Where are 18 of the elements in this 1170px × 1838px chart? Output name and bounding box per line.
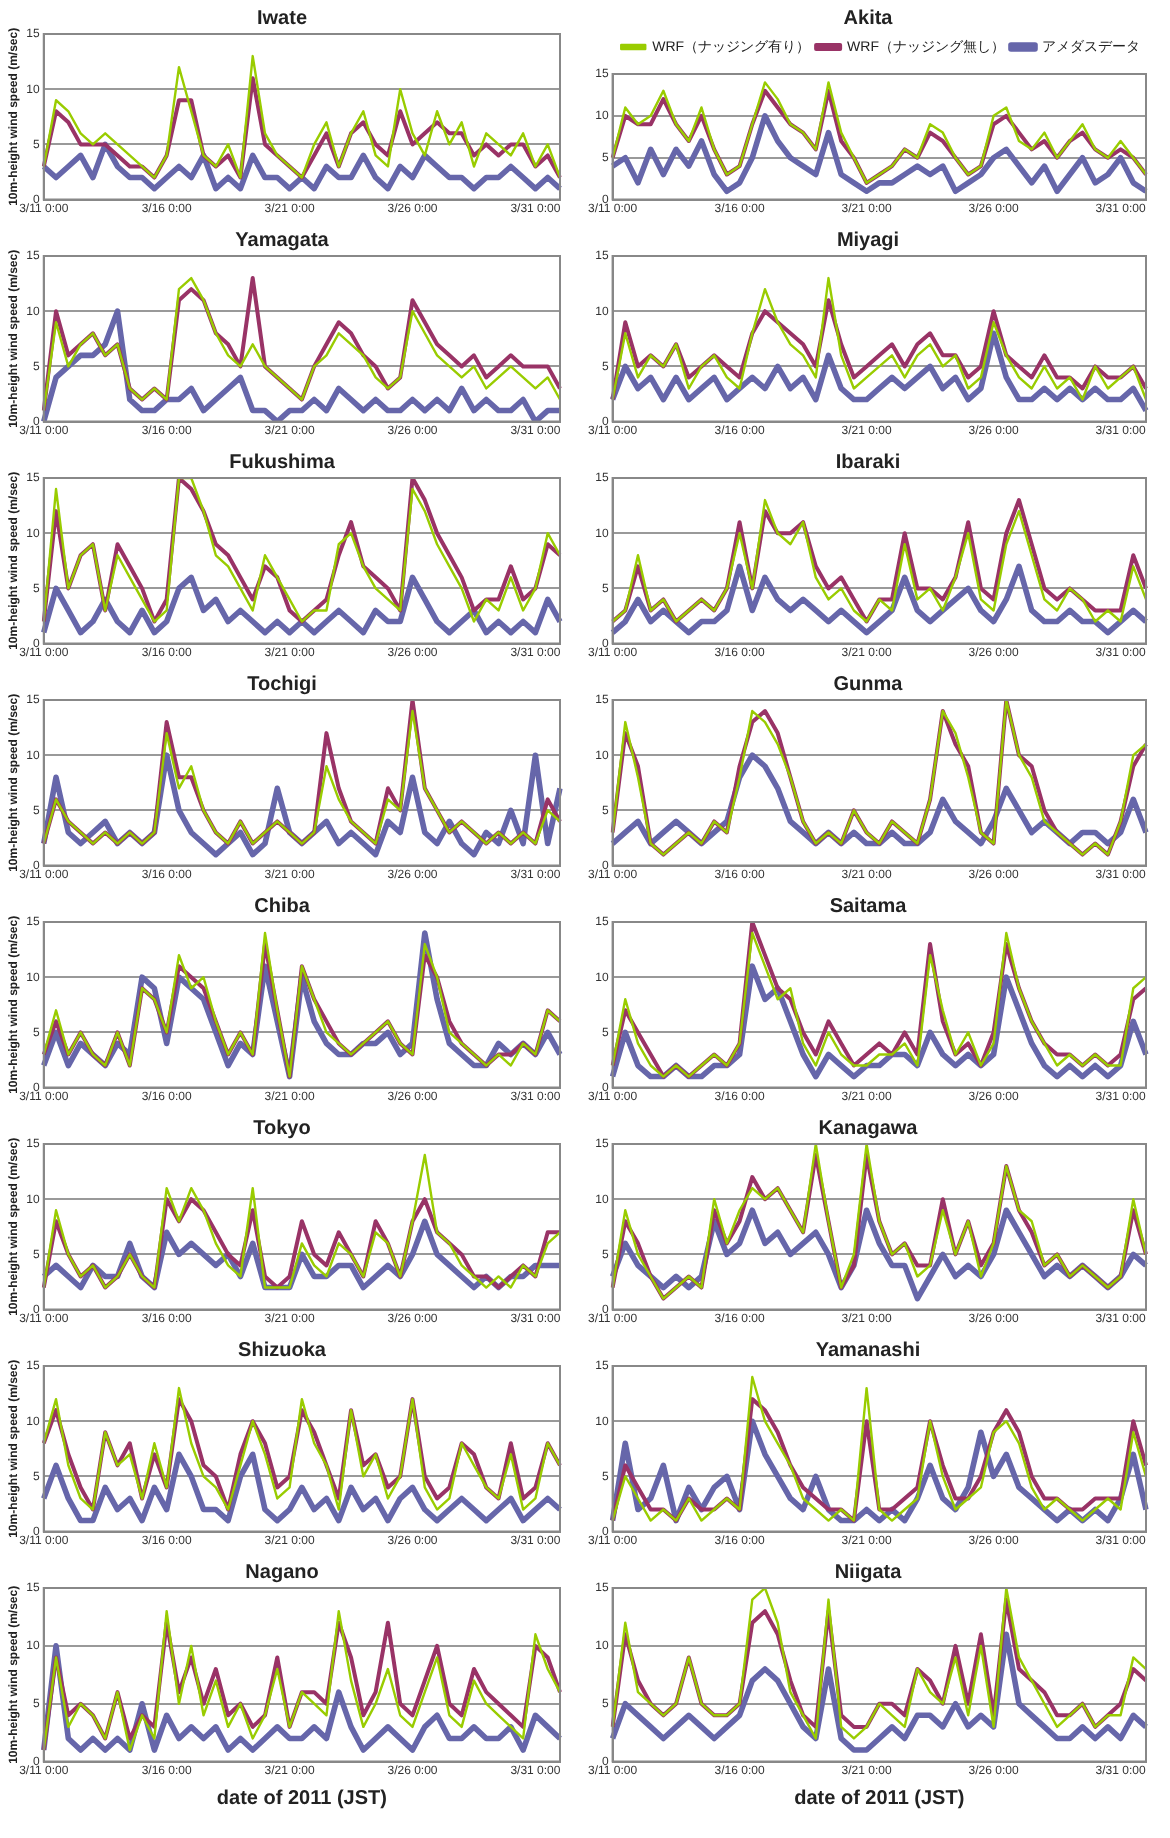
chart-title: Yamanashi xyxy=(815,1339,921,1362)
chart-title: Miyagi xyxy=(836,229,900,252)
chart-title: Tokyo xyxy=(253,1117,311,1140)
chart-title: Tochigi xyxy=(247,673,318,696)
chart-title: Gunma xyxy=(833,673,904,696)
chart-title: Shizuoka xyxy=(238,1339,327,1362)
chart-title: Niigata xyxy=(834,1561,903,1584)
chart-title: Saitama xyxy=(829,895,908,918)
chart-title: Akita xyxy=(843,7,894,30)
chart-title: Yamagata xyxy=(235,229,330,252)
x-axis-title: date of 2011 (JST) xyxy=(794,1787,965,1810)
chart-title: Fukushima xyxy=(229,451,336,474)
chart-title: Iwate xyxy=(256,7,308,30)
chart-title: Kanagawa xyxy=(818,1117,919,1140)
chart-title: Ibaraki xyxy=(835,451,901,474)
chart-title: Chiba xyxy=(254,895,311,918)
chart-title: Nagano xyxy=(245,1561,319,1584)
x-axis-title: date of 2011 (JST) xyxy=(216,1787,387,1810)
